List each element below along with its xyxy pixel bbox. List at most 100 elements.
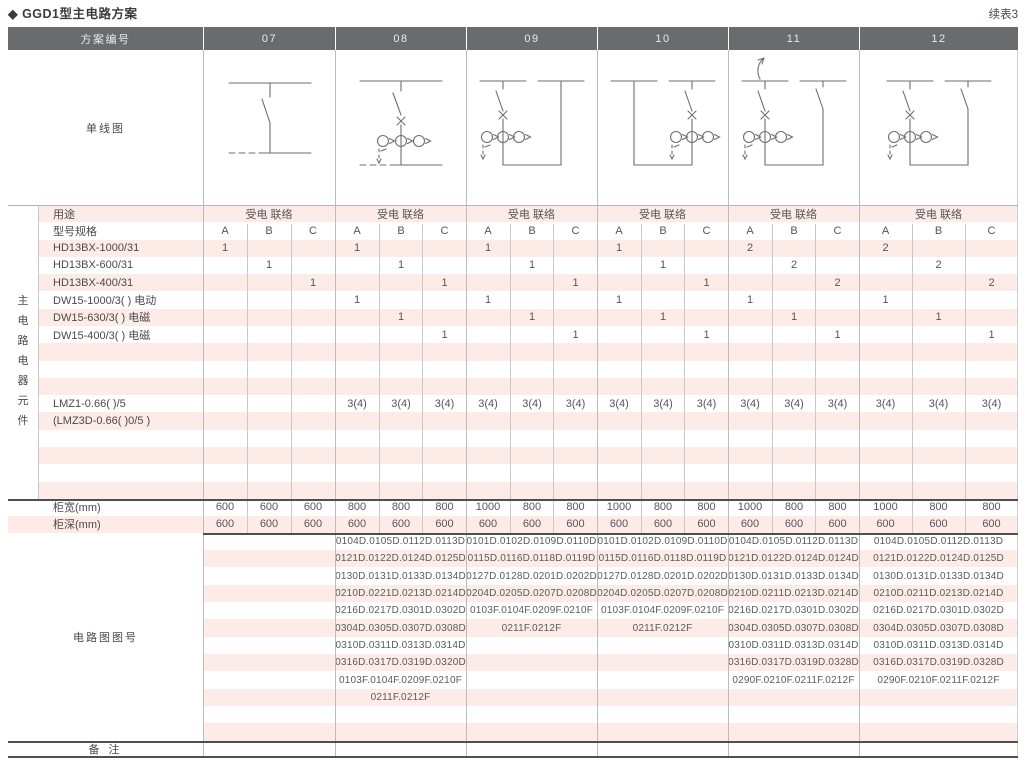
qty-cell-10-A (597, 464, 641, 481)
qty-cell-12-B (912, 378, 965, 395)
drawing-numbers-08: 0304D.0305D.0307D.0308D (335, 622, 466, 634)
grid-line (379, 224, 380, 533)
title-bar: ◆ GGD1型主电路方案 续表3 (8, 3, 1018, 22)
cabinet-depth-10-A: 600 (609, 518, 629, 531)
qty-cell-07-C (291, 447, 335, 464)
drawing-numbers-09: 0127D.0128D.0201D.0202D (466, 570, 597, 582)
subcol-08-B: B (397, 224, 405, 237)
usage-value-10: 受电 联络 (638, 208, 687, 221)
qty-cell-08-C: 1 (441, 276, 448, 289)
qty-cell-07-C (291, 326, 335, 343)
header-scheme-12: 12 (859, 27, 1018, 50)
drawing-numbers-08: 0310D.0311D.0313D.0314D (335, 639, 466, 651)
qty-cell-12-B (912, 361, 965, 378)
component-label: DW15-1000/3( ) 电动 (53, 295, 157, 308)
qty-cell-10-B (641, 412, 685, 429)
qty-cell-11-A: 1 (746, 294, 754, 307)
cabinet-width-10-C: 800 (697, 501, 716, 514)
qty-cell-09-B: 1 (528, 259, 536, 272)
qty-cell-10-B (641, 482, 685, 499)
qty-cell-11-C (816, 378, 859, 395)
qty-cell-12-A (859, 430, 912, 447)
qty-cell-10-A (597, 447, 641, 464)
drawing-numbers-10: 0204D.0205D.0207D.0208D (597, 587, 728, 599)
qty-cell-11-A (728, 274, 772, 291)
cabinet-width-11-C: 800 (828, 501, 847, 514)
component-label (38, 361, 203, 378)
single-line-diagram-09 (466, 50, 597, 205)
grid-line (291, 224, 292, 533)
qty-cell-08-B (379, 343, 423, 360)
qty-cell-12-B (912, 291, 965, 308)
drawing-numbers-10 (597, 654, 728, 671)
qty-cell-11-A: 3(4) (740, 397, 760, 410)
component-row: HD13BX-600/31 1 1 1 1 2 2 (8, 256, 1018, 275)
qty-cell-10-B (641, 274, 685, 291)
qty-cell-12-A (859, 274, 912, 291)
qty-cell-10-A: 1 (615, 294, 623, 307)
qty-cell-07-A (203, 274, 247, 291)
drawing-numbers-09 (466, 671, 597, 688)
qty-cell-08-C (423, 343, 466, 360)
qty-cell-10-C: 1 (703, 276, 710, 289)
qty-cell-12-B (912, 430, 965, 447)
qty-cell-07-A (203, 378, 247, 395)
subcol-11-C: C (833, 224, 842, 237)
drawing-numbers-10 (597, 671, 728, 688)
subcol-11-A: A (746, 224, 754, 237)
drawing-numbers-07 (203, 689, 335, 706)
qty-cell-10-B (641, 343, 685, 360)
qty-cell-09-A (466, 378, 510, 395)
qty-cell-09-B (510, 361, 554, 378)
qty-cell-09-B (510, 447, 554, 464)
grid-line (38, 205, 39, 499)
side-label-char: 主 (17, 295, 29, 307)
qty-cell-11-C (816, 464, 859, 481)
cabinet-width-11-B: 800 (784, 501, 804, 514)
drawing-numbers-12: 0210D.0211D.0213D.0214D (873, 587, 1004, 599)
drawing-numbers-12: 0304D.0305D.0307D.0308D (873, 622, 1004, 634)
side-label-char: 件 (17, 415, 29, 427)
component-row: HD13BX-1000/31 1 1 1 1 2 2 (8, 239, 1018, 257)
cabinet-depth-label: 柜深(mm) (53, 519, 101, 532)
qty-cell-10-A (597, 412, 641, 429)
grid-line (641, 224, 642, 533)
spec-header-row: 型号规格 A B C A B C A B C A B C A B C A B C (8, 222, 1018, 240)
usage-value-08: 受电 联络 (376, 208, 425, 221)
drawing-numbers-12 (859, 689, 1018, 706)
grid-line (8, 499, 1018, 501)
qty-cell-09-A (466, 464, 510, 481)
drawing-numbers-09 (466, 637, 597, 654)
cabinet-depth-row: 柜深(mm) 600 600 600 600 600 600 600 600 600 600 600 6… (8, 515, 1018, 533)
side-strip-cell (8, 481, 38, 499)
cabinet-depth-11-C: 600 (828, 518, 847, 531)
qty-cell-10-B: 3(4) (653, 397, 673, 410)
qty-cell-09-A: 1 (484, 242, 492, 255)
qty-cell-11-C (816, 257, 859, 274)
qty-cell-10-C (685, 343, 728, 360)
qty-cell-09-B: 3(4) (522, 397, 542, 410)
drawing-numbers-08: 0121D.0122D.0124D.0125D (335, 553, 466, 565)
drawing-numbers-08: 0216D.0217D.0301D.0302D (335, 605, 466, 617)
qty-cell-08-A (335, 378, 379, 395)
single-line-diagram-12 (859, 50, 1018, 205)
drawing-numbers-07 (203, 671, 335, 688)
qty-cell-09-B (510, 343, 554, 360)
component-row (8, 464, 1018, 482)
component-label: LMZ1-0.66( )/5 (53, 397, 126, 410)
component-label: HD13BX-600/31 (53, 259, 134, 272)
qty-cell-11-A (728, 447, 772, 464)
qty-cell-11-A (728, 257, 772, 274)
cabinet-depth-12-C: 600 (982, 518, 1001, 531)
component-label: HD13BX-400/31 (53, 276, 134, 289)
qty-cell-10-C (685, 309, 728, 326)
qty-cell-09-A (466, 343, 510, 360)
grid-line (728, 50, 729, 758)
qty-cell-07-B: 1 (265, 259, 273, 272)
qty-cell-10-B (641, 430, 685, 447)
qty-cell-10-C (685, 412, 728, 429)
grid-line (203, 50, 204, 758)
grid-line (684, 224, 685, 533)
qty-cell-12-A (859, 326, 912, 343)
